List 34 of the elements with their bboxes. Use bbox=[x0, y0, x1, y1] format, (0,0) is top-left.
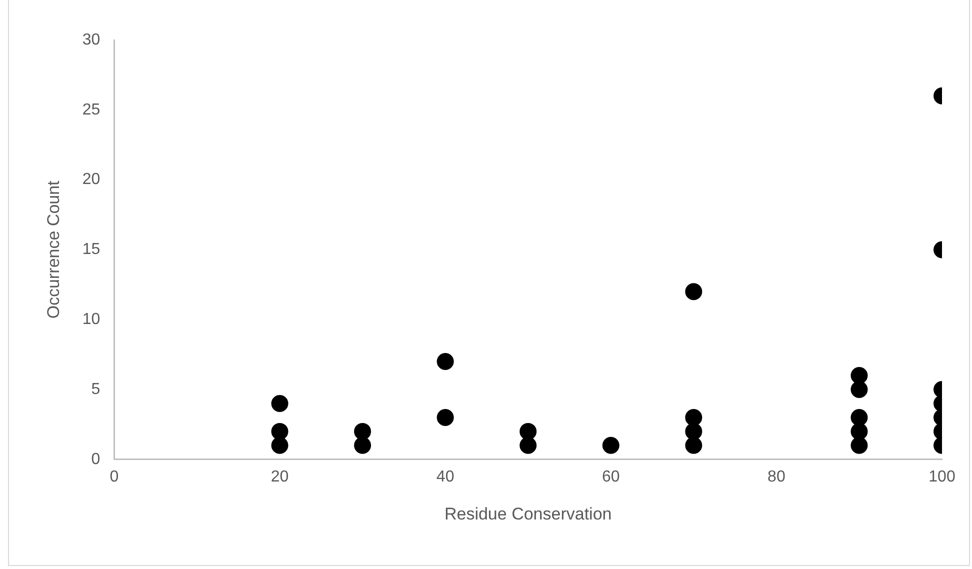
y-tick-label: 30 bbox=[82, 31, 100, 48]
point bbox=[850, 436, 868, 454]
point bbox=[436, 353, 454, 370]
y-tick-label: 25 bbox=[82, 101, 100, 118]
point bbox=[520, 436, 537, 454]
x-tick-label: 80 bbox=[768, 468, 786, 486]
point bbox=[354, 422, 372, 440]
point bbox=[850, 408, 868, 426]
point bbox=[685, 408, 702, 426]
point bbox=[271, 394, 288, 412]
x-tick-label: 40 bbox=[436, 468, 454, 486]
point bbox=[685, 422, 702, 440]
point bbox=[271, 422, 288, 440]
x-tick-label: 60 bbox=[602, 468, 620, 486]
y-tick-label: 20 bbox=[82, 171, 100, 188]
point bbox=[271, 436, 288, 454]
point bbox=[354, 436, 372, 454]
point bbox=[850, 422, 868, 440]
x-tick-label: 0 bbox=[110, 468, 119, 486]
y-tick-label: 0 bbox=[91, 450, 100, 468]
x-axis-title: Residue Conservation bbox=[444, 504, 612, 524]
point bbox=[685, 283, 702, 300]
y-tick-label: 10 bbox=[82, 311, 100, 328]
point bbox=[685, 436, 702, 454]
x-tick-label: 20 bbox=[270, 468, 289, 486]
point bbox=[850, 381, 868, 398]
point bbox=[602, 436, 620, 454]
point bbox=[436, 408, 454, 426]
point bbox=[520, 422, 537, 440]
y-tick-label: 5 bbox=[91, 380, 100, 398]
y-tick-label: 15 bbox=[82, 241, 100, 258]
x-tick-label: 100 bbox=[928, 468, 956, 486]
point bbox=[850, 367, 868, 384]
y-axis-title: Occurrence Count bbox=[44, 180, 63, 319]
